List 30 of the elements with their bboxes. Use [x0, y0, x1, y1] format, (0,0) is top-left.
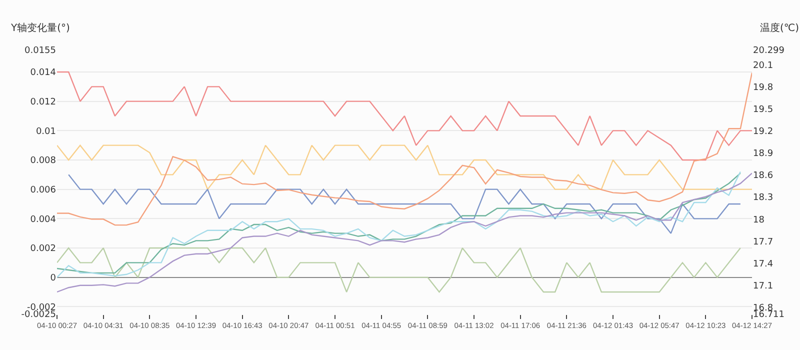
line-series [57, 144, 752, 190]
y-tick-label: -0.0025 [21, 310, 56, 320]
y-tick-label: 0.004 [30, 214, 56, 225]
y2-axis-title: 温度(℃) [760, 22, 800, 34]
y-tick-label: 0.008 [30, 156, 56, 166]
y2-tick-label: 18.9 [753, 149, 774, 160]
y2-tick-label: 18.3 [753, 193, 774, 204]
y2-tick-label: 17.1 [753, 282, 774, 292]
y-axis-title: Y轴变化量(°) [10, 22, 70, 34]
line-series [57, 72, 752, 226]
y-tick-label: 0.002 [30, 244, 56, 254]
y-tick-label: 0.012 [30, 97, 56, 108]
line-series [68, 174, 742, 234]
y2-tick-label: 17.7 [753, 237, 774, 248]
y-tick-label: 0 [50, 273, 56, 284]
y-tick-label: 0.014 [30, 68, 56, 78]
y-tick-label: 0.006 [30, 185, 56, 196]
y2-tick-label: 20.299 [753, 46, 785, 56]
y2-tick-label: 19.8 [753, 82, 774, 93]
line-series [57, 247, 742, 293]
y2-tick-label: 19.5 [753, 104, 774, 115]
y2-tick-label: 19.2 [753, 127, 774, 138]
y-tick-label: 0.0155 [24, 46, 56, 56]
y2-tick-label: 18.6 [753, 171, 774, 182]
y2-tick-label: 16.711 [753, 310, 784, 320]
y2-tick-label: 18 [753, 215, 765, 226]
line-series [57, 71, 752, 161]
y-tick-label: 0.01 [36, 126, 56, 137]
y2-tick-label: 20.1 [753, 60, 774, 71]
y2-tick-label: 17.4 [753, 259, 774, 270]
